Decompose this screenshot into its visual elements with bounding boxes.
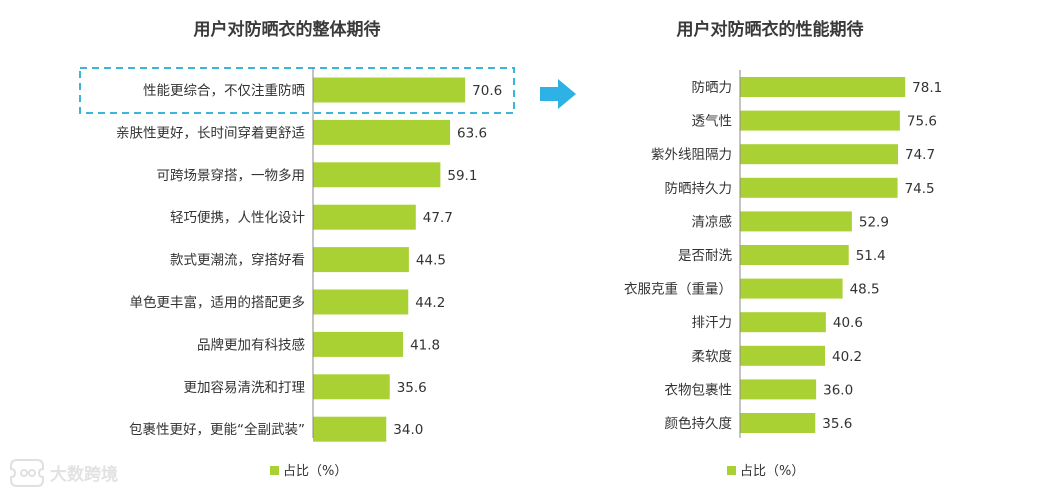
bar-group-overall: 性能更综合，不仅注重防晒 70.6 亲肤性更好，长时间穿着更舒适 63.6 可跨场景穿搭…: [116, 77, 502, 442]
overall-expectation-chart: 用户对防晒衣的整体期待 性能更综合，不仅注重防晒 70.6 亲肤性更好，长时间穿着更…: [79, 19, 515, 479]
value-label-overall: 44.2: [415, 295, 445, 311]
bar-performance: [740, 312, 826, 333]
category-label-overall: 更加容易清洗和打理: [184, 379, 306, 396]
bar-group-performance: 防晒力 78.1 透气性 75.6 紫外线阻隔力 74.7 防晒持久力 74.5 清凉感 52.9…: [624, 77, 942, 433]
value-label-overall: 35.6: [397, 380, 427, 396]
watermark: 大数跨境: [10, 459, 118, 487]
legend-performance: 占比（%）: [727, 464, 804, 479]
category-label-performance: 柔软度: [692, 349, 733, 365]
value-label-overall: 41.8: [410, 337, 440, 353]
value-label-overall: 63.6: [457, 125, 487, 141]
category-label-overall: 性能更综合，不仅注重防晒: [143, 83, 305, 99]
legend-label-performance: 占比（%）: [740, 464, 804, 479]
bar-performance: [740, 345, 826, 366]
value-label-performance: 75.6: [907, 114, 937, 130]
bar-performance: [740, 211, 852, 232]
chart-title-performance: 用户对防晒衣的性能期待: [677, 19, 864, 40]
bar-performance: [740, 77, 906, 97]
category-label-overall: 款式更潮流，穿搭好看: [170, 253, 305, 269]
bar-overall: [313, 162, 441, 188]
bar-overall: [313, 374, 390, 400]
bar-overall: [313, 204, 416, 230]
value-label-performance: 52.9: [859, 214, 889, 230]
category-label-performance: 清凉感: [692, 213, 733, 230]
arrow-right-icon: [540, 79, 576, 109]
legend-swatch-performance: [727, 466, 736, 475]
category-label-performance: 衣服克重（重量）: [624, 282, 732, 298]
ticket-logo-icon: [10, 459, 44, 487]
bar-performance: [740, 177, 898, 198]
bar-overall: [313, 289, 409, 315]
bar-overall: [313, 331, 404, 357]
category-label-performance: 紫外线阻隔力: [651, 147, 732, 163]
value-label-performance: 48.5: [850, 282, 880, 298]
category-label-performance: 颜色持久度: [665, 415, 733, 432]
value-label-performance: 36.0: [823, 382, 853, 398]
bar-performance: [740, 110, 900, 131]
legend-overall: 占比（%）: [270, 464, 347, 479]
category-label-overall: 轻巧便携，人性化设计: [170, 210, 305, 226]
bar-performance: [740, 144, 898, 165]
bar-overall: [313, 119, 451, 145]
chart-title-overall: 用户对防晒衣的整体期待: [194, 19, 381, 40]
category-label-overall: 可跨场景穿搭，一物多用: [157, 167, 306, 184]
value-label-overall: 34.0: [393, 422, 423, 438]
value-label-performance: 51.4: [856, 248, 886, 264]
category-label-overall: 亲肤性更好，长时间穿着更舒适: [116, 124, 305, 141]
value-label-overall: 59.1: [447, 168, 477, 184]
category-label-overall: 单色更丰富，适用的搭配更多: [130, 294, 306, 311]
highlight-box: [79, 67, 515, 114]
category-label-performance: 透气性: [692, 114, 733, 130]
value-label-overall: 47.7: [423, 210, 453, 226]
category-label-performance: 排汗力: [692, 315, 733, 331]
category-label-performance: 防晒力: [692, 80, 733, 96]
value-label-performance: 40.6: [833, 315, 863, 331]
performance-expectation-chart: 用户对防晒衣的性能期待 防晒力 78.1 透气性 75.6 紫外线阻隔力 74.7 防晒持久…: [624, 19, 942, 479]
category-label-performance: 防晒持久力: [665, 181, 733, 197]
value-label-performance: 35.6: [822, 416, 852, 432]
bar-performance: [740, 413, 816, 433]
value-label-overall: 70.6: [472, 83, 502, 99]
bar-performance: [740, 379, 817, 400]
value-label-performance: 40.2: [832, 349, 862, 365]
legend-label-overall: 占比（%）: [283, 464, 347, 479]
category-label-performance: 衣物包裹性: [665, 382, 733, 398]
bar-performance: [740, 245, 849, 265]
category-label-performance: 是否耐洗: [678, 248, 732, 264]
value-label-performance: 74.7: [905, 147, 935, 163]
bar-overall: [313, 247, 409, 273]
value-label-performance: 74.5: [905, 181, 935, 197]
bar-overall: [313, 416, 387, 442]
bar-overall: [313, 77, 466, 103]
legend-swatch-overall: [270, 466, 279, 475]
watermark-text: 大数跨境: [50, 464, 118, 485]
bar-performance: [740, 278, 843, 299]
value-label-performance: 78.1: [912, 80, 942, 96]
category-label-overall: 品牌更加有科技感: [197, 336, 305, 353]
category-label-overall: 包裹性更好，更能“全副武装”: [129, 421, 305, 438]
value-label-overall: 44.5: [416, 253, 446, 269]
